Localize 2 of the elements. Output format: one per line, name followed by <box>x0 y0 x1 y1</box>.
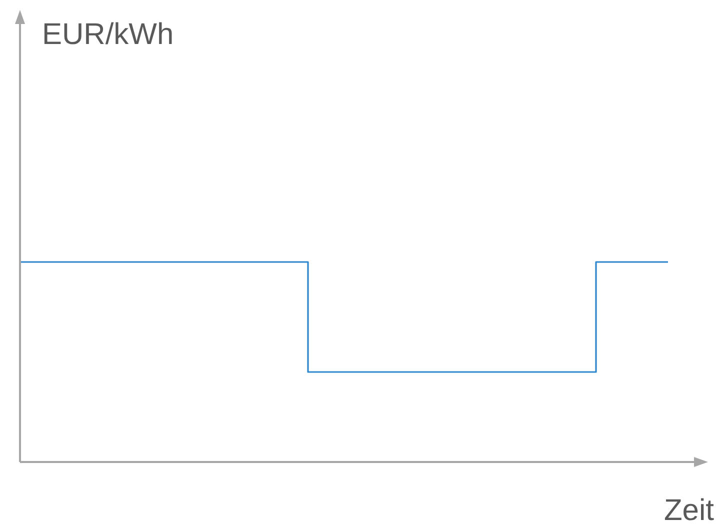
text: EUR/kWh <box>42 18 174 51</box>
x-axis-title: Zeit <box>664 494 715 524</box>
